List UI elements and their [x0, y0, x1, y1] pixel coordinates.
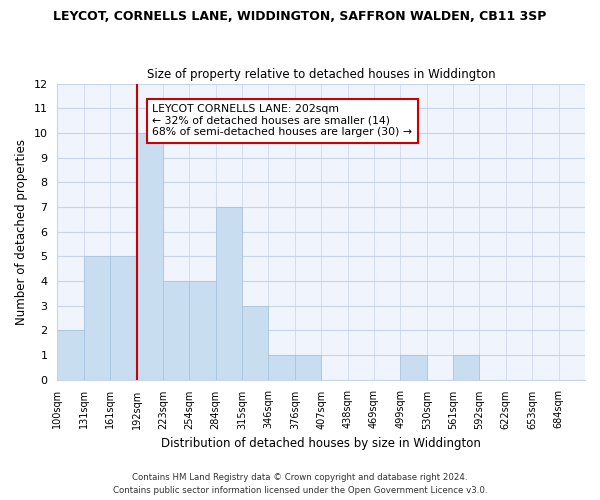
Bar — [137, 133, 163, 380]
Title: Size of property relative to detached houses in Widdington: Size of property relative to detached ho… — [147, 68, 496, 81]
Text: LEYCOT, CORNELLS LANE, WIDDINGTON, SAFFRON WALDEN, CB11 3SP: LEYCOT, CORNELLS LANE, WIDDINGTON, SAFFR… — [53, 10, 547, 23]
Bar — [110, 256, 137, 380]
Bar — [215, 207, 242, 380]
Bar — [400, 355, 427, 380]
Bar — [58, 330, 84, 380]
Bar — [242, 306, 268, 380]
Bar — [268, 355, 295, 380]
Bar — [163, 281, 190, 380]
Y-axis label: Number of detached properties: Number of detached properties — [15, 138, 28, 324]
Bar — [190, 281, 215, 380]
X-axis label: Distribution of detached houses by size in Widdington: Distribution of detached houses by size … — [161, 437, 481, 450]
Bar — [453, 355, 479, 380]
Bar — [295, 355, 321, 380]
Text: LEYCOT CORNELLS LANE: 202sqm
← 32% of detached houses are smaller (14)
68% of se: LEYCOT CORNELLS LANE: 202sqm ← 32% of de… — [152, 104, 412, 138]
Bar — [84, 256, 110, 380]
Text: Contains HM Land Registry data © Crown copyright and database right 2024.
Contai: Contains HM Land Registry data © Crown c… — [113, 474, 487, 495]
